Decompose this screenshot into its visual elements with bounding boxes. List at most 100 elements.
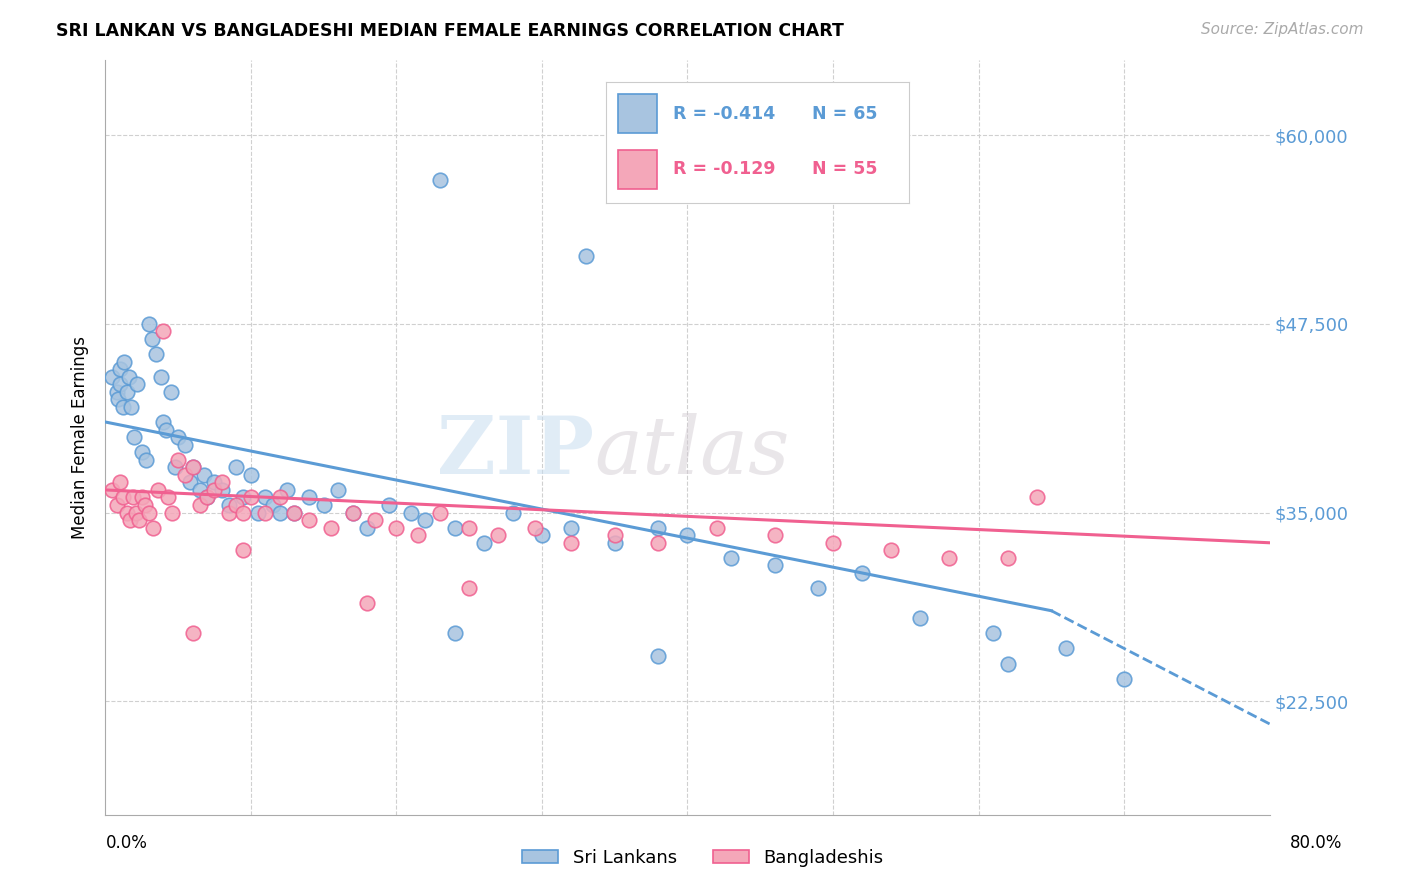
Point: [429, 506, 451, 520]
Point: [406, 528, 429, 542]
Point: [181, 460, 204, 475]
Point: [1114, 672, 1136, 686]
Point: [195, 491, 218, 505]
Point: [134, 498, 156, 512]
Point: [108, 475, 131, 490]
Point: [155, 423, 177, 437]
Point: [195, 491, 218, 505]
Point: [159, 384, 181, 399]
Point: [319, 521, 342, 535]
Point: [202, 475, 225, 490]
Point: [676, 528, 699, 542]
Point: [385, 521, 408, 535]
Point: [145, 347, 167, 361]
Point: [125, 506, 148, 520]
Point: [443, 626, 465, 640]
Point: [156, 491, 179, 505]
Point: [167, 430, 190, 444]
Point: [167, 452, 190, 467]
Point: [486, 528, 509, 542]
Point: [138, 317, 160, 331]
Point: [127, 377, 149, 392]
Point: [415, 513, 437, 527]
Point: [112, 354, 135, 368]
Point: [188, 483, 211, 497]
Point: [152, 325, 174, 339]
Point: [211, 475, 233, 490]
Point: [254, 506, 277, 520]
Point: [239, 467, 262, 482]
Point: [105, 384, 128, 399]
Point: [312, 498, 335, 512]
Point: [342, 506, 364, 520]
Point: [124, 430, 146, 444]
Point: [232, 543, 254, 558]
Point: [128, 513, 150, 527]
Point: [247, 506, 270, 520]
Point: [269, 506, 291, 520]
Point: [165, 460, 187, 475]
Point: [356, 521, 378, 535]
Point: [997, 657, 1019, 671]
Point: [131, 445, 153, 459]
Point: [160, 506, 183, 520]
Point: [763, 528, 786, 542]
Point: [821, 535, 844, 549]
Text: ZIP: ZIP: [437, 413, 595, 491]
Point: [997, 550, 1019, 565]
Point: [174, 467, 197, 482]
Point: [1054, 641, 1077, 656]
Point: [254, 491, 277, 505]
Point: [111, 400, 134, 414]
Point: [117, 369, 139, 384]
Point: [560, 521, 582, 535]
Point: [523, 521, 546, 535]
Point: [530, 528, 553, 542]
Point: [179, 475, 201, 490]
Point: [181, 460, 204, 475]
Point: [239, 491, 262, 505]
Point: [763, 558, 786, 573]
Point: [399, 506, 422, 520]
Point: [458, 521, 481, 535]
Point: [135, 452, 157, 467]
Point: [910, 611, 932, 625]
Point: [342, 506, 364, 520]
Point: [502, 506, 524, 520]
Point: [108, 362, 131, 376]
Point: [149, 369, 172, 384]
Point: [276, 483, 298, 497]
Point: [298, 491, 321, 505]
Point: [262, 498, 284, 512]
Point: [138, 506, 160, 520]
Point: [152, 415, 174, 429]
Point: [647, 535, 669, 549]
Point: [298, 513, 321, 527]
Point: [283, 506, 305, 520]
Text: SRI LANKAN VS BANGLADESHI MEDIAN FEMALE EARNINGS CORRELATION CHART: SRI LANKAN VS BANGLADESHI MEDIAN FEMALE …: [56, 22, 844, 40]
Point: [141, 332, 163, 346]
Point: [218, 506, 240, 520]
Point: [378, 498, 401, 512]
Point: [647, 648, 669, 663]
Point: [472, 535, 495, 549]
Point: [181, 626, 204, 640]
Point: [146, 483, 169, 497]
Point: [108, 377, 131, 392]
Point: [218, 498, 240, 512]
Point: [225, 460, 247, 475]
Point: [326, 483, 349, 497]
Point: [211, 483, 233, 497]
Point: [647, 521, 669, 535]
Point: [115, 506, 138, 520]
Point: [131, 491, 153, 505]
Point: [111, 491, 134, 505]
Point: [807, 581, 830, 595]
Point: [574, 249, 596, 263]
Point: [202, 483, 225, 497]
Point: [122, 491, 145, 505]
Point: [101, 483, 124, 497]
Point: [174, 437, 197, 451]
Point: [142, 521, 165, 535]
Point: [363, 513, 385, 527]
